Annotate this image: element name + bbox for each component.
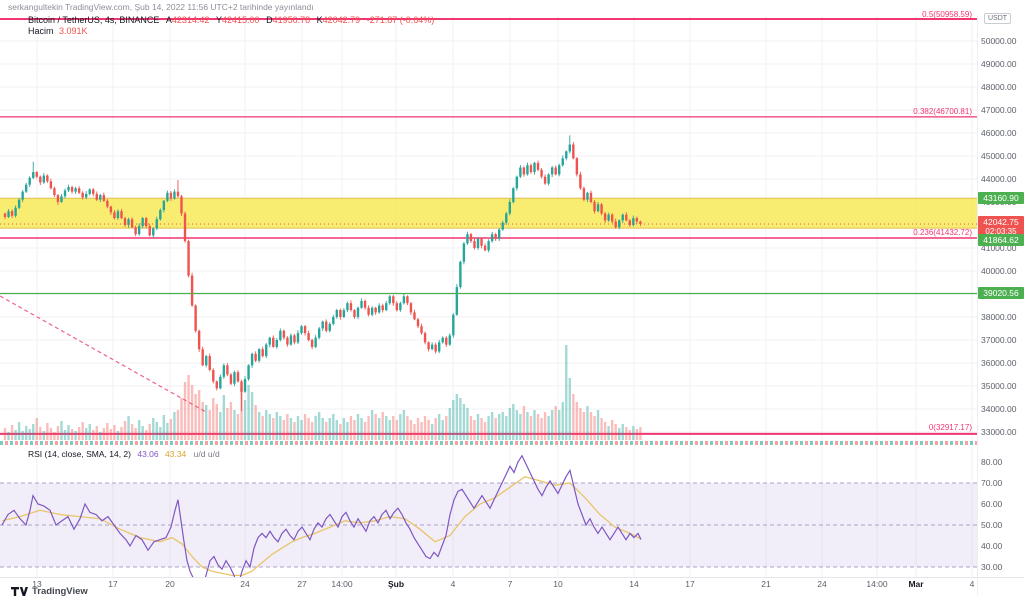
time-tick-label: 14:00 — [866, 579, 888, 589]
volume-value: 3.091K — [59, 26, 88, 36]
rsi-tick-label: 40.00 — [981, 541, 1003, 551]
axis-border — [977, 15, 978, 595]
rsi-value: 43.06 — [137, 449, 159, 459]
time-axis-border — [0, 577, 1024, 578]
time-tick-label: 14 — [629, 579, 639, 589]
time-tick-label: 17 — [108, 579, 118, 589]
rsi-tick-label: 60.00 — [981, 499, 1003, 509]
volume-label: Hacim — [28, 26, 54, 36]
high-value: 42415.00 — [222, 15, 260, 25]
fib-label-0_382[interactable]: 0.382(46700.81) — [913, 107, 972, 116]
last-price-badge: 42042.75 02:03:35 — [978, 216, 1024, 237]
fib-label-0[interactable]: 0(32917.17) — [928, 423, 972, 432]
zone-bottom-price-badge: 41864.62 — [978, 234, 1024, 246]
price-tick-label: 35000.00 — [981, 381, 1017, 391]
change-value: -271.87 (-0.64%) — [366, 15, 435, 25]
bar-countdown: 02:03:35 — [985, 227, 1017, 236]
symbol-title: Bitcoin / TetherUS, 4s, BINANCE — [28, 15, 160, 25]
tradingview-logo[interactable]: TradingView — [10, 586, 88, 597]
time-tick-label: 27 — [297, 579, 307, 589]
hline-price-badge: 39020.56 — [978, 287, 1024, 299]
time-tick-label: 4 — [450, 579, 456, 589]
close-value: 42042.79 — [322, 15, 361, 25]
time-tick-label: 7 — [507, 579, 513, 589]
zone-top-price-badge: 43160.90 — [978, 192, 1024, 204]
price-tick-label: 41000.00 — [981, 243, 1017, 253]
volume-legend[interactable]: Hacim 3.091K — [28, 26, 88, 36]
price-tick-label: 48000.00 — [981, 82, 1017, 92]
time-tick-label: 24 — [240, 579, 250, 589]
time-tick-label: Şub — [387, 579, 405, 589]
time-tick-label: 17 — [685, 579, 695, 589]
tv-mark-icon — [11, 587, 28, 596]
time-tick-label: 4 — [969, 579, 975, 589]
time-tick-label: 13 — [32, 579, 42, 589]
price-tick-label: 49000.00 — [981, 59, 1017, 69]
pane-separator[interactable] — [0, 441, 977, 445]
price-tick-label: 44000.00 — [981, 174, 1017, 184]
rsi-tick-label: 80.00 — [981, 457, 1003, 467]
time-tick-label: 20 — [165, 579, 175, 589]
price-tick-label: 33000.00 — [981, 427, 1017, 437]
price-tick-label: 37000.00 — [981, 335, 1017, 345]
price-tick-label: 50000.00 — [981, 36, 1017, 46]
rsi-extra: u/d u/d — [193, 449, 220, 459]
symbol-legend[interactable]: Bitcoin / TetherUS, 4s, BINANCE A42314.4… — [28, 15, 434, 25]
low-value: 41956.78 — [272, 15, 311, 25]
price-tick-label: 45000.00 — [981, 151, 1017, 161]
tv-wordmark: TradingView — [32, 586, 88, 597]
time-tick-label: 10 — [553, 579, 563, 589]
fib-label-0_236[interactable]: 0.236(41432.72) — [913, 228, 972, 237]
open-value: 42314.42 — [171, 15, 210, 25]
rsi-ma-value: 43.34 — [165, 449, 187, 459]
axis-unit-toggle[interactable]: USDT — [984, 13, 1012, 24]
rsi-legend[interactable]: RSI (14, close, SMA, 14, 2) 43.06 43.34 … — [28, 449, 220, 459]
price-tick-label: 38000.00 — [981, 312, 1017, 322]
rsi-tick-label: 50.00 — [981, 520, 1003, 530]
time-tick-label: 21 — [761, 579, 771, 589]
price-tick-label: 47000.00 — [981, 105, 1017, 115]
last-price: 42042.75 — [983, 217, 1019, 227]
rsi-tick-label: 30.00 — [981, 562, 1003, 572]
low-key: D — [266, 15, 273, 25]
price-tick-label: 46000.00 — [981, 128, 1017, 138]
rsi-title: RSI (14, close, SMA, 14, 2) — [28, 449, 131, 459]
fib-label-0_5[interactable]: 0.5(50958.59) — [922, 10, 972, 19]
open-key: A — [165, 15, 172, 25]
rsi-tick-label: 70.00 — [981, 478, 1003, 488]
price-tick-label: 40000.00 — [981, 266, 1017, 276]
published-info: serkangultekin TradingView.com, Şub 14, … — [8, 2, 314, 12]
price-tick-label: 34000.00 — [981, 404, 1017, 414]
time-tick-label: 14:00 — [331, 579, 353, 589]
time-tick-label: Mar — [908, 579, 924, 589]
close-key: K — [316, 15, 323, 25]
price-tick-label: 36000.00 — [981, 358, 1017, 368]
time-tick-label: 24 — [817, 579, 827, 589]
high-key: Y — [215, 15, 222, 25]
